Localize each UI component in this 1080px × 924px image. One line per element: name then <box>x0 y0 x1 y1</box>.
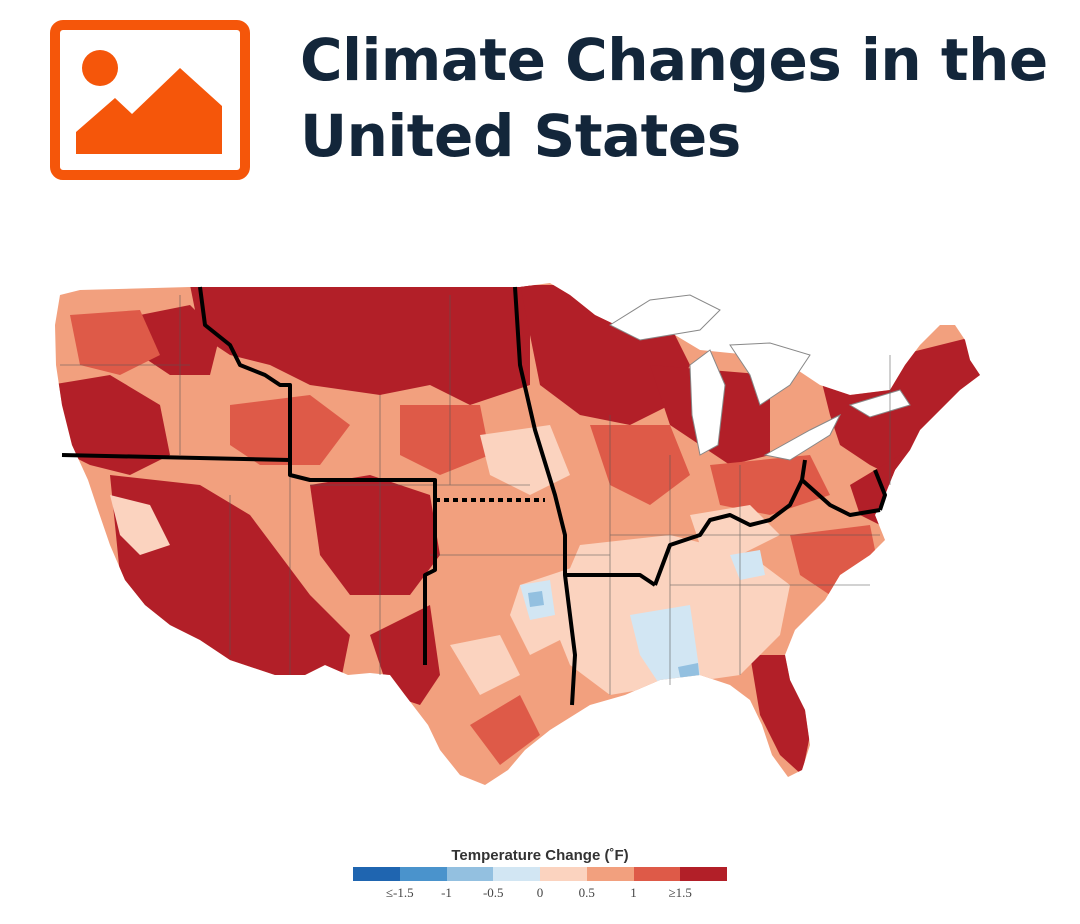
us-temperature-map <box>50 255 1030 815</box>
image-placeholder-icon <box>50 20 250 180</box>
legend-swatch <box>446 867 494 881</box>
legend-swatch <box>680 867 727 881</box>
great-lakes <box>608 294 911 461</box>
legend-ticks: ≤-1.5 -1 -0.5 0 0.5 1 ≥1.5 <box>353 885 727 905</box>
legend-tick-label: 1 <box>630 885 637 900</box>
legend: Temperature Change (˚F) ≤-1.5 -1 -0.5 0 0.5 1… <box>350 840 730 920</box>
region-boundaries <box>61 286 887 706</box>
legend-swatch <box>540 867 587 881</box>
page-title: Climate Changes in the United States <box>300 26 1048 170</box>
legend-swatch <box>586 867 634 881</box>
map-svg <box>55 283 980 785</box>
legend-swatch <box>493 867 540 881</box>
legend-tick-label: ≥1.5 <box>668 885 692 900</box>
legend-tick-label: ≤-1.5 <box>385 885 414 900</box>
legend-tick-label: -1 <box>441 885 452 900</box>
legend-title: Temperature Change (˚F) <box>451 847 629 864</box>
legend-tick-label: 0 <box>536 885 544 900</box>
legend-tick-label: -0.5 <box>482 885 504 900</box>
legend-tick-label: 0.5 <box>578 885 595 900</box>
legend-swatch <box>353 867 400 881</box>
legend-color-bar <box>353 867 727 881</box>
state-borders <box>60 295 891 695</box>
header: Climate Changes in the United States <box>0 0 1080 200</box>
legend-swatch <box>399 867 447 881</box>
legend-swatch <box>633 867 681 881</box>
